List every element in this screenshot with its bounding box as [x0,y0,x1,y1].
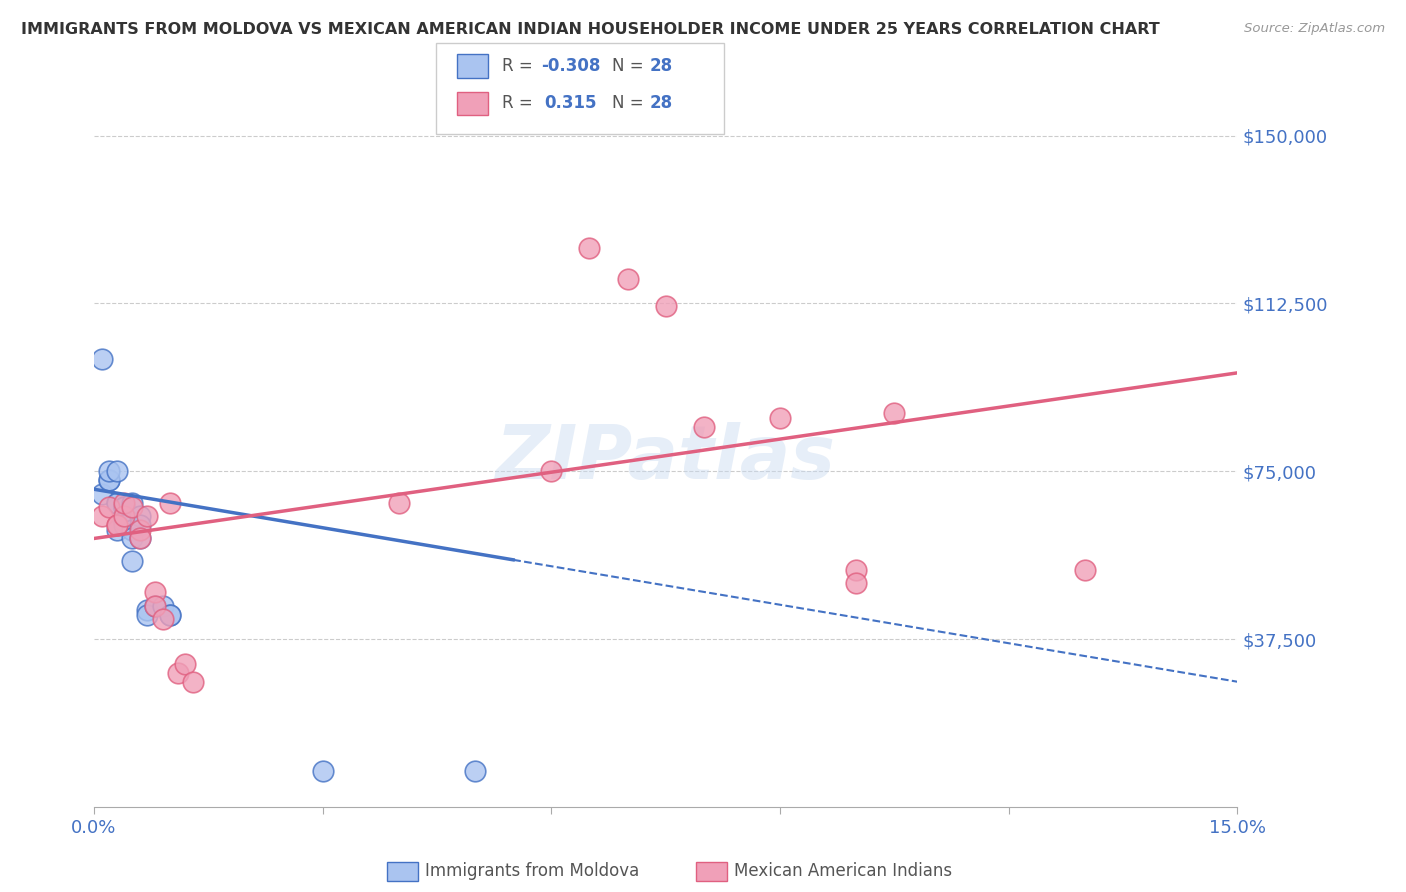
Point [845,576,868,591]
Point [159,496,181,510]
Point [152,612,174,626]
Point [121,554,143,568]
Point [464,764,486,779]
Point [98,473,121,487]
Point [693,419,716,434]
Point [128,518,150,533]
Point [136,603,159,617]
Point [128,532,150,546]
Point [166,665,188,680]
Point [128,523,150,537]
Point [128,509,150,524]
Point [578,240,600,254]
Point [98,500,121,515]
Text: 28: 28 [650,95,672,112]
Point [105,464,128,478]
Point [181,674,204,689]
Point [143,599,166,613]
Text: 28: 28 [650,57,672,75]
Point [98,473,121,487]
Point [143,585,166,599]
Point [105,518,128,533]
Point [152,599,174,613]
Text: IMMIGRANTS FROM MOLDOVA VS MEXICAN AMERICAN INDIAN HOUSEHOLDER INCOME UNDER 25 Y: IMMIGRANTS FROM MOLDOVA VS MEXICAN AMERI… [21,22,1160,37]
Point [616,272,638,286]
Point [90,352,112,367]
Point [769,410,792,425]
Text: Source: ZipAtlas.com: Source: ZipAtlas.com [1244,22,1385,36]
Text: R =: R = [502,95,538,112]
Point [105,523,128,537]
Point [311,764,333,779]
Point [845,563,868,577]
Point [112,518,135,533]
Point [112,500,135,515]
Point [121,496,143,510]
Point [90,509,112,524]
Text: N =: N = [612,57,648,75]
Point [159,607,181,622]
Point [98,464,121,478]
Point [143,599,166,613]
Text: -0.308: -0.308 [541,57,600,75]
Point [136,509,159,524]
Point [883,406,905,420]
Point [112,514,135,528]
Text: N =: N = [612,95,648,112]
Point [112,500,135,515]
Text: Mexican American Indians: Mexican American Indians [734,863,952,880]
Point [654,299,676,313]
Point [121,523,143,537]
Point [540,464,562,478]
Point [136,607,159,622]
Point [90,486,112,500]
Point [121,500,143,515]
Point [112,496,135,510]
Text: ZIPatlas: ZIPatlas [496,423,835,495]
Point [1074,563,1097,577]
Point [121,532,143,546]
Text: R =: R = [502,57,538,75]
Point [105,496,128,510]
Point [105,496,128,510]
Point [112,509,135,524]
Point [105,518,128,533]
Point [159,607,181,622]
Text: Immigrants from Moldova: Immigrants from Moldova [425,863,638,880]
Point [388,496,411,510]
Point [174,657,197,671]
Point [128,532,150,546]
Text: 0.315: 0.315 [544,95,596,112]
